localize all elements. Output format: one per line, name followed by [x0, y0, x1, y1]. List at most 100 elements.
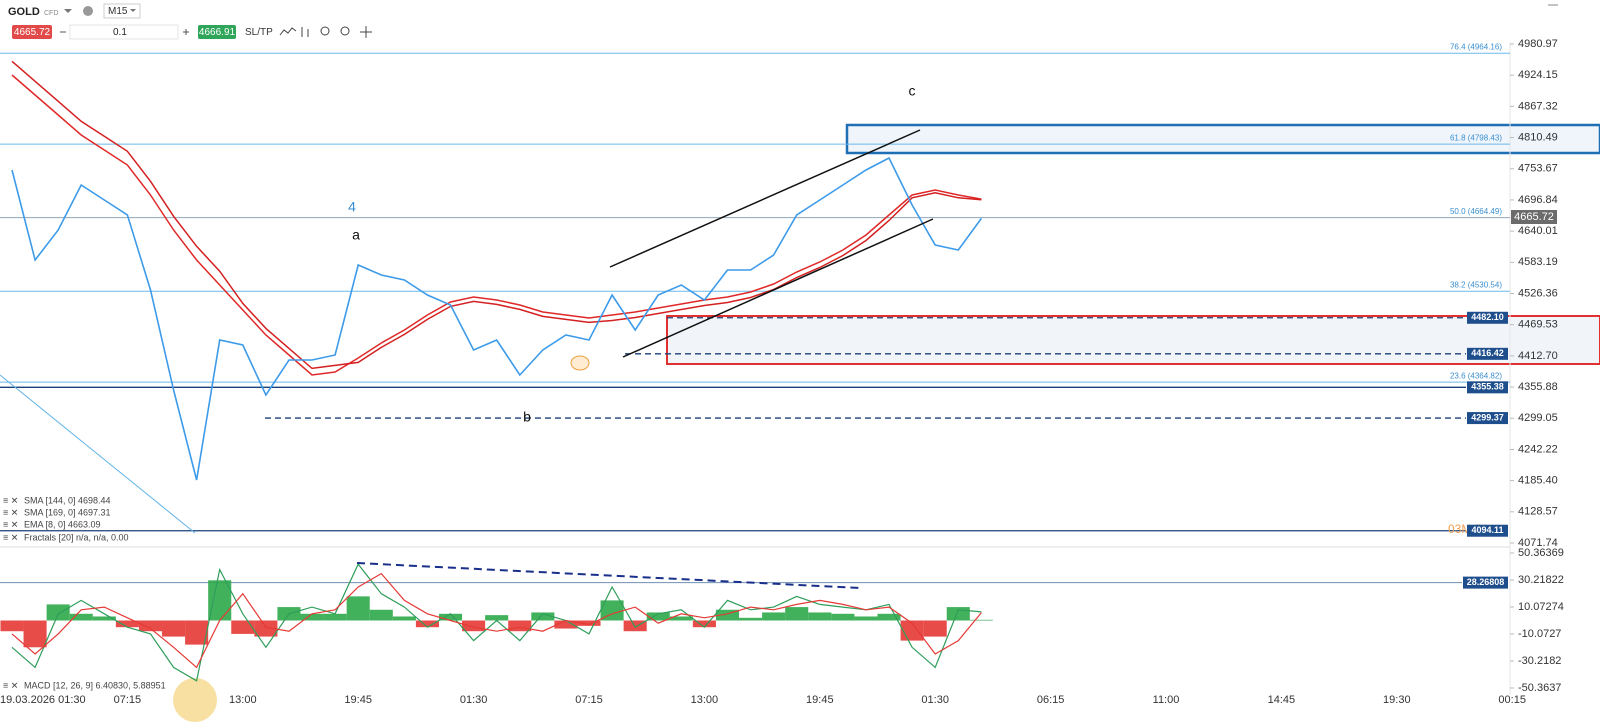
wave-label: 4	[348, 199, 356, 215]
histogram-bar	[577, 620, 601, 626]
symbol[interactable]: GOLD	[8, 6, 40, 18]
histogram-bar	[231, 620, 255, 634]
y-tick-label: 4583.19	[1518, 256, 1558, 268]
y-tick-label: 4128.57	[1518, 506, 1558, 518]
histogram-bar	[623, 620, 647, 632]
histogram-bar	[923, 620, 947, 637]
histogram-bar	[392, 616, 416, 621]
price-tag-label: 4299.37	[1471, 412, 1504, 422]
histogram-bar	[346, 596, 370, 621]
zoom-out-icon[interactable]	[320, 26, 330, 36]
price-tag	[1467, 381, 1508, 394]
chart-type-icon[interactable]	[279, 27, 297, 36]
plot-layer	[0, 52, 1510, 682]
sell-price[interactable]: 4665.72	[14, 27, 51, 38]
histogram-bar	[115, 620, 139, 628]
zoom-in-icon[interactable]	[340, 26, 350, 36]
legend-entry: EMA [8, 0] 4663.09	[24, 519, 101, 529]
price-tag	[1467, 412, 1508, 425]
y-tick-label: 4640.01	[1518, 225, 1558, 237]
quantity-input[interactable]	[69, 24, 179, 40]
y-tick-label: 30.21822	[1518, 574, 1564, 586]
x-tick-label: 13:00	[691, 694, 719, 706]
y-tick-label: 4242.22	[1518, 443, 1558, 455]
y-tick-label: 10.07274	[1518, 601, 1564, 613]
sltp-button[interactable]: SL/TP	[245, 27, 273, 38]
histogram-bar	[208, 580, 232, 621]
series-line	[11, 60, 982, 370]
fib-label: 23.6 (4364.82)	[1450, 371, 1502, 380]
macd-trend-line	[356, 562, 861, 589]
histogram-bar	[692, 620, 716, 628]
y-tick-label: 4526.36	[1518, 287, 1558, 299]
price-tag	[1467, 347, 1508, 360]
histogram-bar	[715, 609, 740, 621]
x-tick-label: 19.03.2026 01:30	[0, 694, 86, 706]
info-icon[interactable]	[83, 6, 93, 16]
wave-label: a	[352, 227, 360, 243]
quantity[interactable]: 0.1	[113, 27, 127, 38]
histogram-bar	[508, 620, 532, 632]
price-tag	[1467, 524, 1508, 537]
histogram-bar	[162, 620, 186, 637]
histogram-bar	[485, 615, 509, 621]
x-tick-label: 01:30	[921, 694, 949, 706]
price-tag-label: 28.26808	[1467, 577, 1505, 587]
indicator-icon[interactable]	[301, 27, 309, 37]
histogram-bar	[646, 612, 670, 621]
current-price-label: 4665.72	[1514, 211, 1554, 223]
histogram-bar	[785, 607, 809, 621]
y-tick-label: 4696.84	[1518, 194, 1558, 206]
trend-line	[609, 129, 921, 268]
buy-button[interactable]	[198, 25, 236, 39]
plus-button[interactable]	[183, 29, 189, 35]
marker-ellipse	[570, 355, 590, 371]
histogram-bar	[369, 609, 393, 621]
timeframe[interactable]: M15	[108, 6, 128, 17]
histogram-bar	[415, 620, 439, 628]
legend-entry: Fractals [20] n/a, n/a, 0.00	[24, 532, 129, 542]
timeframe-box[interactable]	[103, 3, 141, 19]
histogram-bar	[254, 620, 278, 637]
y-tick-label: 50.36369	[1518, 547, 1564, 559]
series-line	[11, 563, 982, 682]
histogram-bar	[462, 620, 486, 632]
legend-icon: ≡ ✕	[3, 495, 18, 505]
wave-label: b	[523, 409, 531, 425]
histogram-bar	[69, 613, 93, 621]
fib-label: 76.4 (4964.16)	[1450, 42, 1502, 51]
sell-button[interactable]	[12, 25, 52, 39]
histogram-bar	[554, 620, 578, 629]
x-tick-label: 07:15	[575, 694, 603, 706]
histogram-bar	[0, 620, 24, 632]
fib-label: 50.0 (4664.49)	[1450, 207, 1502, 216]
histogram-bar	[669, 616, 693, 621]
trend-line	[622, 218, 934, 358]
legend-icon: ≡ ✕	[3, 680, 18, 690]
price-tag	[1463, 576, 1508, 589]
legend-entry: SMA [144, 0] 4698.44	[24, 495, 111, 505]
histogram-bar	[969, 619, 993, 621]
y-tick-label: 4753.67	[1518, 163, 1558, 175]
wave-label: c	[909, 83, 916, 99]
histogram-bar	[831, 613, 855, 621]
y-tick-label: 4867.32	[1518, 100, 1558, 112]
x-tick-label: 06:15	[1037, 694, 1065, 706]
buy-price[interactable]: 4666.91	[199, 27, 236, 38]
price-tag-label: 4094.11	[1471, 525, 1503, 535]
dropdown-icon[interactable]	[64, 9, 72, 13]
y-tick-label: -50.3637	[1518, 682, 1561, 694]
histogram-bar	[300, 613, 324, 621]
fib-label: 38.2 (4530.54)	[1450, 280, 1502, 289]
move-icon[interactable]	[360, 26, 372, 38]
legend-icon: ≡ ✕	[3, 507, 18, 517]
y-tick-label: 4412.70	[1518, 350, 1558, 362]
legend-entry: MACD [12, 26, 9] 6.40830, 5.88951	[24, 680, 166, 690]
dropdown-icon[interactable]	[130, 9, 136, 12]
legend-icon: ≡ ✕	[3, 519, 18, 529]
x-tick-label: 01:30	[460, 694, 488, 706]
highlight-marker	[173, 678, 217, 722]
price-tag-label: 4355.38	[1471, 382, 1504, 392]
y-tick-label: -10.0727	[1518, 628, 1561, 640]
